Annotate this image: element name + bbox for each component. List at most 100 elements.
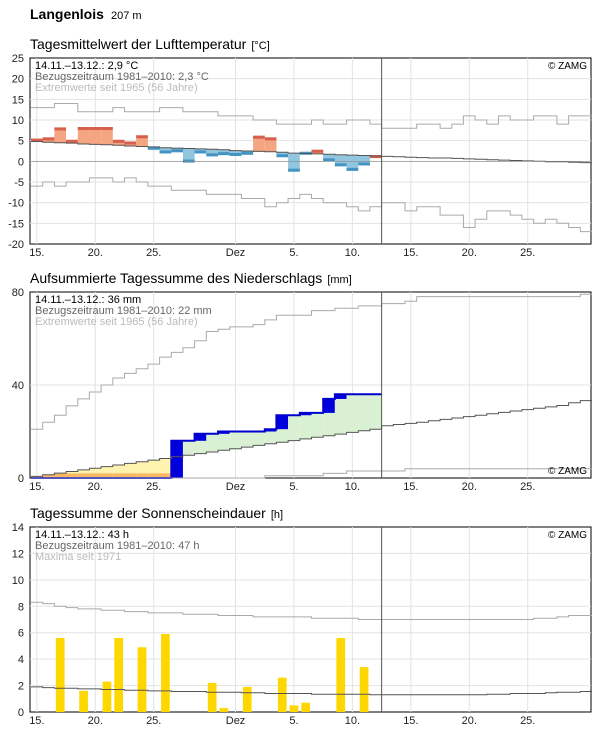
chart-unit: [°C] xyxy=(251,40,269,52)
x-tick-label: 20. xyxy=(88,247,103,259)
temp-bar-cap xyxy=(253,135,265,139)
temp-bar-cap xyxy=(124,141,137,145)
annotation-line: Extremwerte seit 1965 (56 Jahre) xyxy=(35,316,198,328)
temp-bar-cap xyxy=(66,139,78,143)
sun-bar xyxy=(55,638,65,712)
x-tick-label: 5. xyxy=(289,481,298,493)
x-tick-label: 25. xyxy=(520,247,535,259)
sun-bar xyxy=(219,708,229,712)
precip-deficit-base xyxy=(159,473,172,478)
normal-line xyxy=(31,141,592,164)
precip-daily-bar xyxy=(276,415,289,430)
x-tick-label: 10. xyxy=(345,715,360,727)
precip-excess-fill xyxy=(288,415,300,441)
temp-bar-cap xyxy=(206,153,218,157)
precip-deficit-fill xyxy=(147,460,160,478)
temp-bar-cap xyxy=(136,135,148,139)
sun-bar xyxy=(137,647,147,712)
precip-deficit-fill xyxy=(112,464,125,478)
precip-deficit-fill xyxy=(89,468,102,478)
annotation-line: Bezugszeitraum 1981–2010: 2,3 °C xyxy=(35,71,209,83)
precip-excess-fill xyxy=(218,431,230,451)
precip-deficit-base xyxy=(66,473,78,478)
x-tick-label: 10. xyxy=(345,481,360,493)
y-tick-label: 8 xyxy=(18,601,24,613)
precip-excess-fill xyxy=(253,431,265,446)
precip-excess-fill xyxy=(311,412,324,438)
y-tick-label: -5 xyxy=(14,177,24,189)
temp-bar-cap xyxy=(89,127,102,131)
precip-deficit-fill xyxy=(159,458,172,478)
normal-line xyxy=(31,686,592,696)
extreme-max-line xyxy=(31,601,592,620)
temp-bar-cap xyxy=(112,139,125,143)
chart-title: Tagessumme der Sonnenscheindauer xyxy=(30,505,266,521)
x-tick-label: 15. xyxy=(403,247,418,259)
temp-bar-cap xyxy=(276,154,289,158)
precip-daily-bar xyxy=(171,440,183,478)
sun-bar xyxy=(114,638,123,712)
temp-bar-cap xyxy=(369,155,382,159)
precip-daily-bar xyxy=(264,429,277,432)
precip-deficit-base xyxy=(42,474,55,478)
precip-excess-fill xyxy=(241,431,254,448)
temp-bar-cap xyxy=(77,127,90,131)
precip-deficit-base xyxy=(124,473,137,478)
precip-excess-fill xyxy=(299,412,312,439)
x-tick-label: 10. xyxy=(345,247,360,259)
precip-deficit-fill xyxy=(124,463,137,478)
x-tick-label: 25. xyxy=(146,481,161,493)
sun-bar xyxy=(289,705,299,712)
precip-daily-bar xyxy=(299,412,312,416)
temp-bar-cap xyxy=(101,127,113,131)
temp-bar-cap xyxy=(42,137,55,141)
temperature-chart: Tagesmittelwert der Lufttemperatur [°C] 25… xyxy=(8,36,592,259)
temp-bar-cap xyxy=(346,167,359,171)
temp-bar-cold xyxy=(288,153,300,172)
station-header: Langenlois 207 m xyxy=(30,6,142,22)
source-label: © ZAMG xyxy=(548,466,587,477)
temp-bar-cap xyxy=(218,152,230,156)
precip-deficit-fill xyxy=(136,461,148,478)
y-tick-label: 0 xyxy=(18,156,24,168)
temp-bar-cap xyxy=(241,151,254,155)
x-tick-label: 20. xyxy=(462,247,477,259)
plot-area xyxy=(29,57,592,245)
chart-title: Aufsummierte Tagessumme des Niederschlag… xyxy=(30,270,322,286)
extreme-max-line xyxy=(31,293,592,430)
x-tick-label: 25. xyxy=(520,715,535,727)
annotation-line: Extremwerte seit 1965 (56 Jahre) xyxy=(35,82,198,94)
precip-excess-fill xyxy=(182,440,195,456)
precip-excess-fill xyxy=(334,394,347,435)
extreme-min-line xyxy=(31,468,592,479)
x-tick-label: 25. xyxy=(146,247,161,259)
temp-bar-cap xyxy=(171,149,183,153)
precip-daily-bar xyxy=(334,394,347,399)
x-tick-label: 5. xyxy=(289,247,298,259)
y-tick-label: -15 xyxy=(8,218,24,230)
x-tick-label: 15. xyxy=(29,247,44,259)
x-tick-label: 20. xyxy=(462,715,477,727)
precip-excess-fill xyxy=(206,433,218,452)
extreme-min-line xyxy=(31,177,592,233)
x-tick-label: 15. xyxy=(29,481,44,493)
sun-bar xyxy=(207,682,217,712)
x-tick-label: 20. xyxy=(462,481,477,493)
temp-bar-cold xyxy=(182,148,195,163)
sun-bar xyxy=(79,690,88,712)
x-tick-label: 15. xyxy=(403,481,418,493)
temp-bar-cold xyxy=(358,155,370,166)
precip-daily-bar xyxy=(194,433,207,441)
annotation-line: Maxima seit 1971 xyxy=(35,551,121,563)
temp-bar-cap xyxy=(54,127,67,131)
chart-unit: [h] xyxy=(271,509,283,521)
annotation-line: 14.11.–13.12.: 36 mm xyxy=(35,294,141,306)
precip-deficit-base xyxy=(77,473,90,478)
x-tick-label: 20. xyxy=(88,715,103,727)
y-tick-label: 15 xyxy=(12,94,24,106)
precip-excess-fill xyxy=(264,429,277,444)
precip-deficit-base xyxy=(101,473,113,478)
temp-bar-warm xyxy=(264,137,277,152)
precipitation-chart: Aufsummierte Tagessumme des Niederschlag… xyxy=(12,270,592,493)
